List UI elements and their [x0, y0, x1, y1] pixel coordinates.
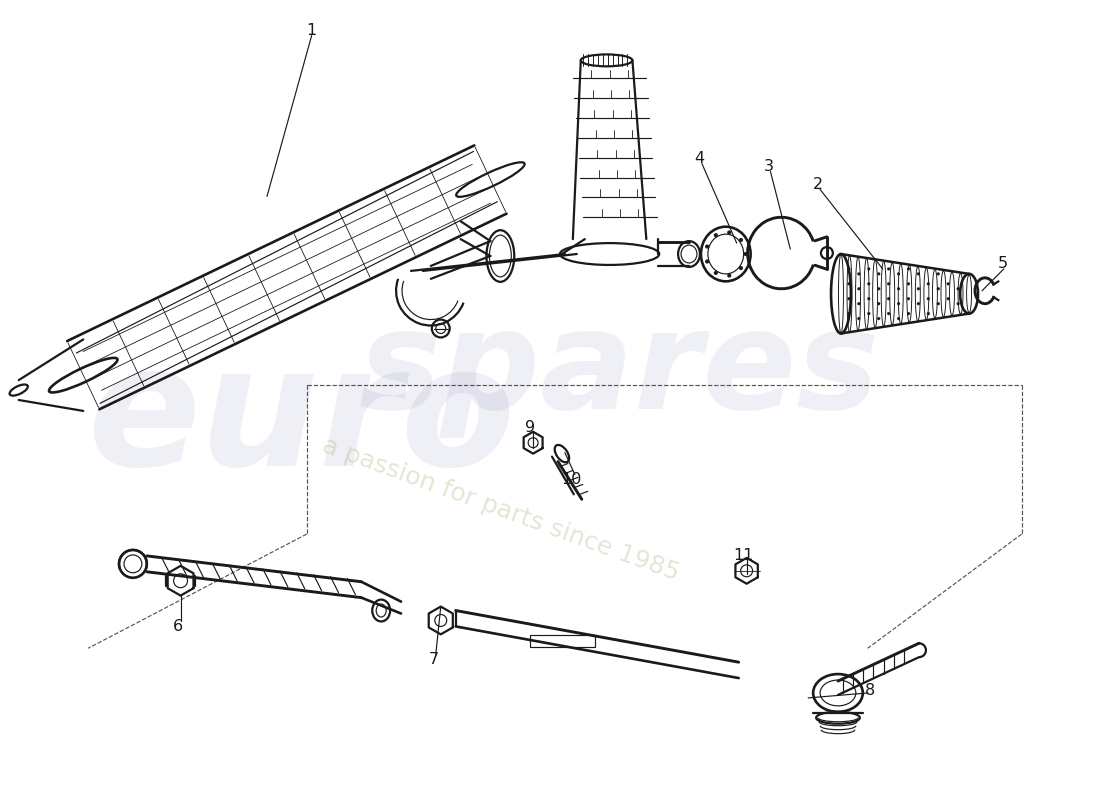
- Text: a passion for parts since 1985: a passion for parts since 1985: [319, 434, 682, 585]
- Circle shape: [705, 245, 710, 249]
- Text: euro: euro: [88, 338, 516, 502]
- Circle shape: [927, 312, 930, 315]
- Circle shape: [957, 302, 959, 305]
- Circle shape: [877, 272, 880, 275]
- Circle shape: [898, 272, 900, 275]
- Circle shape: [739, 238, 742, 242]
- Bar: [530, 635, 595, 647]
- Circle shape: [908, 282, 910, 286]
- Text: 1: 1: [307, 23, 317, 38]
- Circle shape: [847, 298, 850, 300]
- Circle shape: [947, 298, 949, 300]
- Text: 2: 2: [813, 177, 823, 192]
- Text: 9: 9: [525, 420, 536, 435]
- Text: 10: 10: [562, 472, 582, 487]
- Text: spares: spares: [359, 302, 880, 438]
- Circle shape: [705, 259, 710, 263]
- Text: 5: 5: [998, 257, 1008, 271]
- Circle shape: [744, 252, 748, 256]
- Circle shape: [867, 312, 870, 315]
- Circle shape: [847, 312, 850, 315]
- Circle shape: [927, 298, 930, 300]
- Circle shape: [867, 298, 870, 300]
- Circle shape: [857, 302, 860, 305]
- Circle shape: [937, 272, 939, 275]
- Circle shape: [898, 302, 900, 305]
- Circle shape: [917, 287, 920, 290]
- Circle shape: [887, 298, 890, 300]
- Circle shape: [917, 302, 920, 305]
- Circle shape: [937, 287, 939, 290]
- Circle shape: [877, 287, 880, 290]
- Circle shape: [857, 287, 860, 290]
- Circle shape: [877, 302, 880, 305]
- Circle shape: [937, 302, 939, 305]
- Circle shape: [957, 287, 959, 290]
- Circle shape: [927, 282, 930, 286]
- Text: 11: 11: [734, 549, 754, 563]
- Text: 3: 3: [763, 159, 773, 174]
- Circle shape: [908, 267, 910, 270]
- Circle shape: [917, 272, 920, 275]
- Text: 8: 8: [865, 683, 874, 698]
- Circle shape: [714, 233, 718, 237]
- Circle shape: [887, 267, 890, 270]
- Text: 6: 6: [173, 619, 183, 634]
- Circle shape: [727, 230, 732, 234]
- Circle shape: [857, 317, 860, 320]
- Circle shape: [898, 287, 900, 290]
- Circle shape: [714, 271, 718, 275]
- Circle shape: [867, 282, 870, 286]
- Circle shape: [887, 282, 890, 286]
- Circle shape: [847, 282, 850, 286]
- Circle shape: [887, 312, 890, 315]
- Circle shape: [908, 298, 910, 300]
- Circle shape: [727, 274, 732, 278]
- Circle shape: [867, 267, 870, 270]
- Circle shape: [898, 317, 900, 320]
- Circle shape: [739, 266, 742, 270]
- Text: 7: 7: [429, 652, 439, 666]
- Circle shape: [908, 312, 910, 315]
- Circle shape: [857, 272, 860, 275]
- Circle shape: [877, 317, 880, 320]
- Text: 4: 4: [694, 151, 704, 166]
- Circle shape: [947, 282, 949, 286]
- Circle shape: [847, 267, 850, 270]
